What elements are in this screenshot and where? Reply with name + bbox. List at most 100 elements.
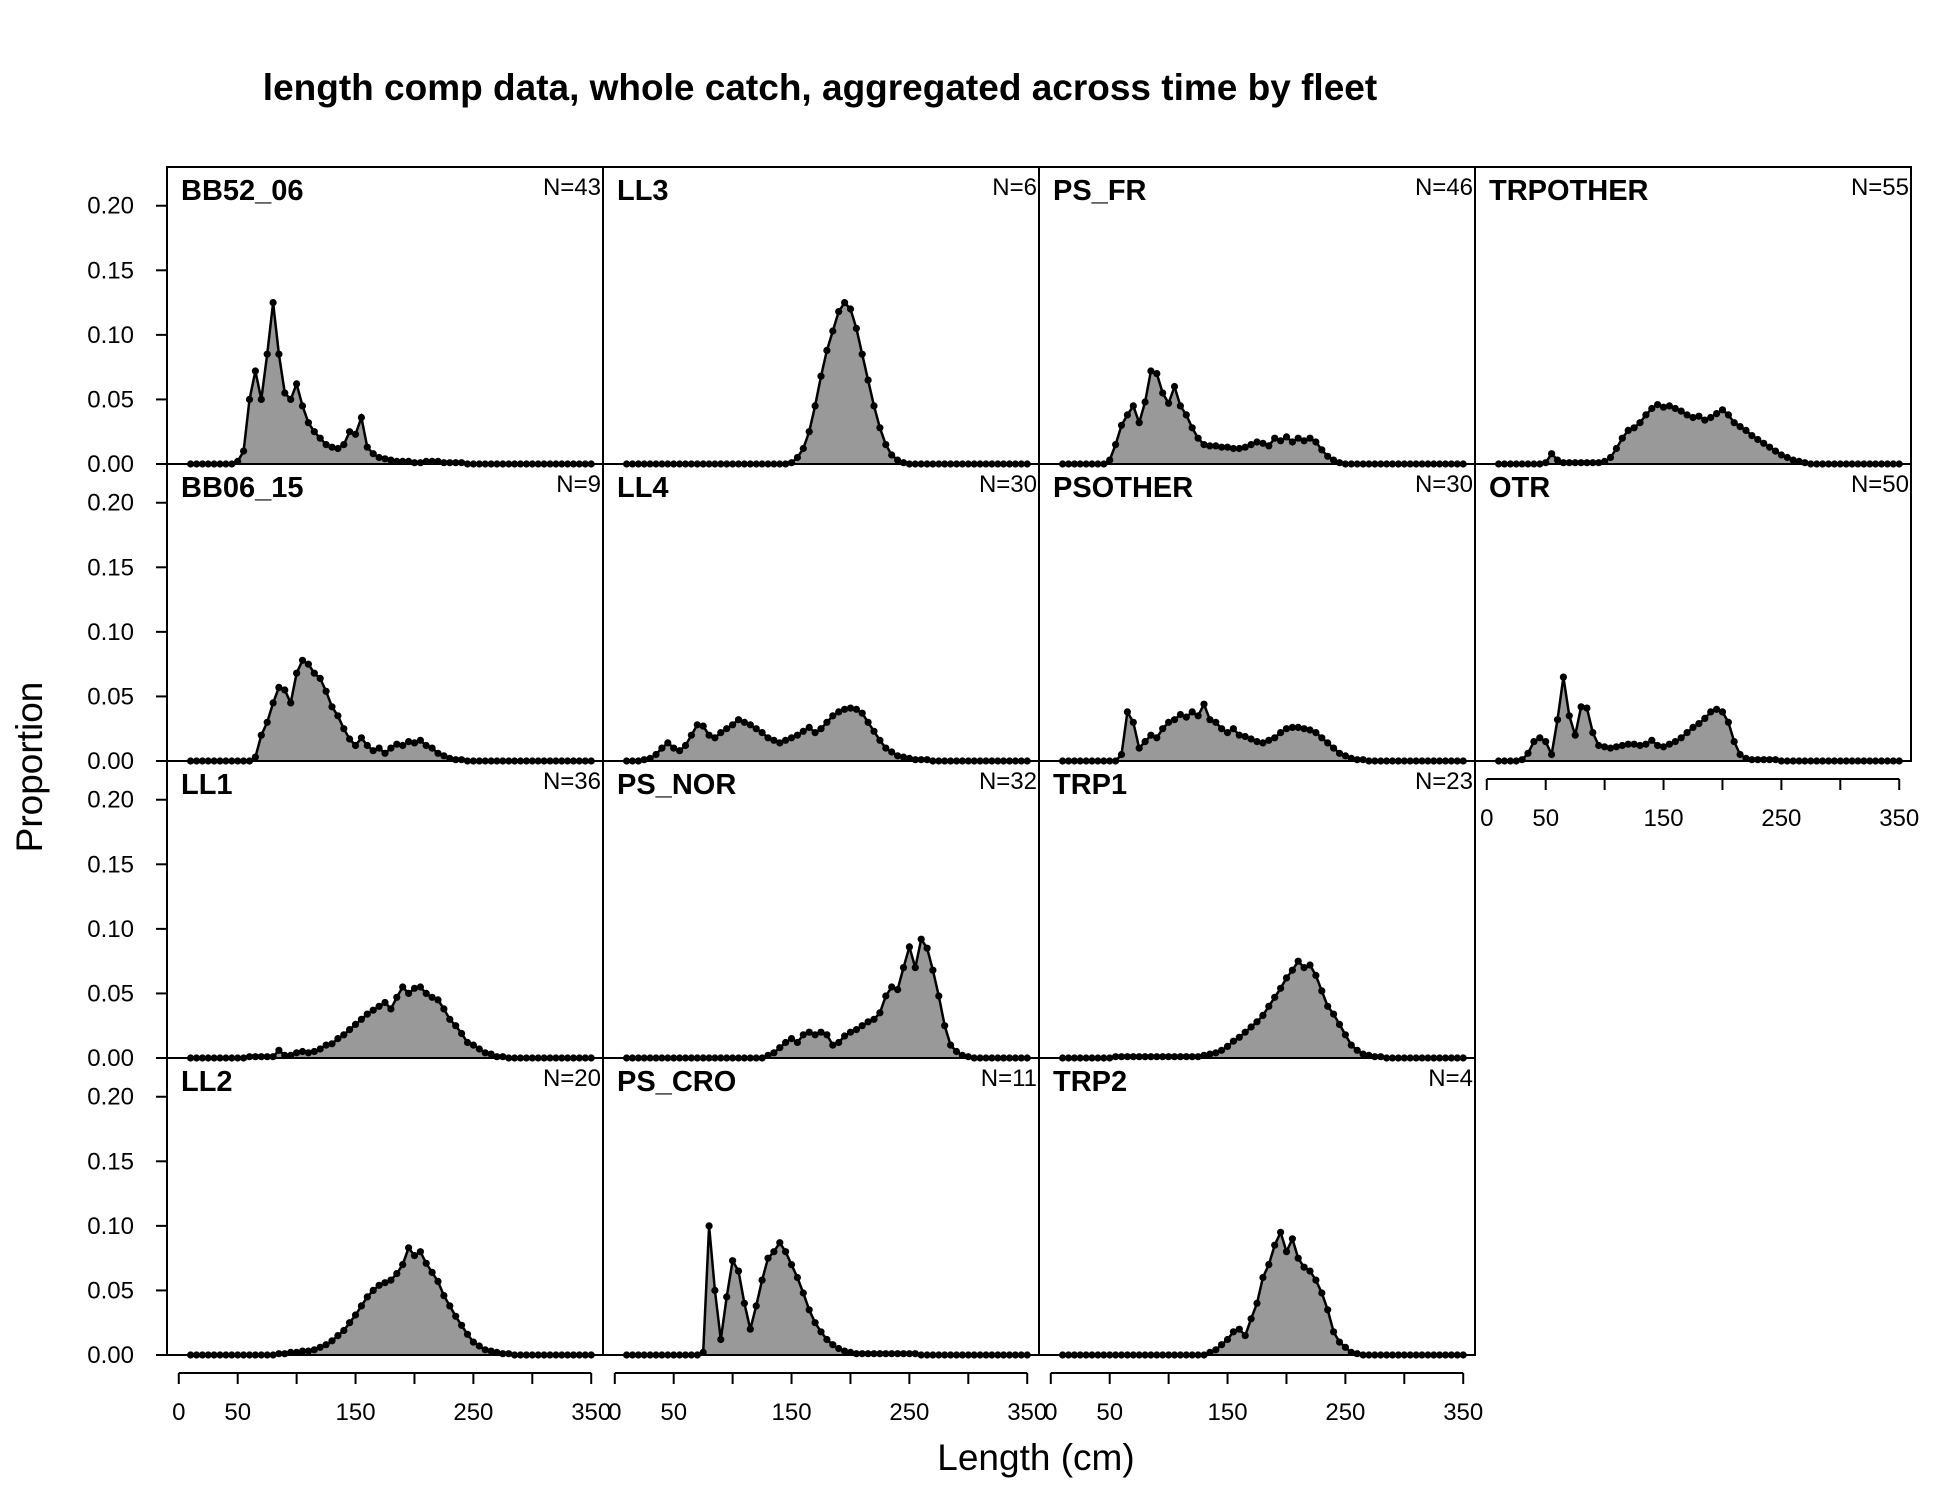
data-point [381, 1279, 389, 1287]
panel-trpother: TRPOTHER N=55 [1474, 166, 1912, 468]
y-tick-label: 0.05 [87, 980, 134, 1007]
data-point [1736, 750, 1744, 759]
data-point [899, 964, 908, 972]
x-tick-label: 0 [1480, 805, 1493, 832]
data-point [1318, 1289, 1326, 1297]
data-point [1335, 1020, 1344, 1028]
data-point [351, 741, 360, 750]
data-point [817, 1328, 825, 1336]
data-point [1665, 740, 1673, 748]
data-point [911, 964, 919, 972]
data-point [1277, 437, 1285, 445]
data-point [1642, 740, 1650, 748]
data-point [1559, 673, 1567, 681]
data-point [670, 744, 678, 752]
x-tick-label: 150 [772, 1399, 812, 1426]
y-tick-label: 0.00 [87, 748, 134, 775]
y-tick-label: 0.15 [87, 1148, 134, 1175]
data-point [1106, 456, 1114, 464]
data-point [1595, 741, 1603, 750]
series-area [190, 302, 592, 464]
panel-n-label: N=4 [1428, 1065, 1473, 1092]
data-point [1123, 411, 1131, 419]
data-point [734, 1267, 743, 1275]
data-point [1707, 413, 1715, 422]
data-point [841, 299, 849, 307]
data-point [729, 721, 737, 729]
data-point [1648, 404, 1656, 413]
panel-n-label: N=46 [1415, 174, 1473, 201]
data-point [1229, 444, 1237, 453]
panel-n-label: N=20 [543, 1065, 601, 1092]
data-point [1777, 451, 1785, 459]
data-point [1188, 424, 1196, 432]
data-point [864, 718, 872, 726]
data-point [293, 669, 301, 677]
data-point [1159, 389, 1167, 397]
data-point [251, 753, 259, 761]
data-point [829, 712, 837, 720]
data-point [1153, 370, 1161, 378]
data-point [758, 1276, 766, 1284]
panel-label: LL3 [617, 175, 669, 207]
data-point [251, 367, 259, 375]
data-point [475, 1342, 483, 1350]
data-point [676, 747, 684, 755]
x-tick-label: 0 [1044, 1399, 1057, 1426]
data-point [304, 1049, 312, 1057]
data-point [1265, 1002, 1273, 1010]
data-point [799, 1031, 807, 1039]
data-point [351, 430, 360, 438]
data-point [1306, 961, 1314, 969]
data-point [805, 1306, 813, 1314]
data-point [1200, 441, 1208, 449]
data-point [746, 1325, 754, 1333]
series-area [190, 987, 592, 1058]
data-point [1318, 987, 1326, 995]
data-point [805, 1028, 813, 1036]
data-point [1288, 1235, 1296, 1243]
data-point [1212, 442, 1220, 450]
data-point [381, 998, 389, 1007]
data-point [787, 1035, 796, 1043]
panel-label: PS_CRO [617, 1066, 736, 1098]
data-point [1760, 439, 1768, 447]
data-point [846, 1028, 855, 1036]
x-tick-label: 250 [453, 1399, 493, 1426]
data-point [770, 1248, 778, 1256]
data-point [929, 966, 937, 974]
data-point [1117, 421, 1126, 429]
series-area [626, 708, 1028, 761]
data-point [316, 434, 324, 442]
data-point [1241, 443, 1249, 451]
data-point [1223, 1042, 1232, 1050]
data-point [440, 1005, 448, 1013]
panel-n-label: N=36 [543, 768, 601, 795]
panel-label: TRP1 [1053, 769, 1127, 801]
data-point [375, 453, 383, 462]
data-point [1271, 734, 1279, 742]
data-point [817, 372, 825, 380]
data-point [487, 1050, 495, 1058]
panel-n-label: N=50 [1851, 471, 1909, 498]
data-point [1141, 738, 1149, 746]
data-point [770, 736, 778, 744]
data-point [298, 1347, 307, 1355]
data-point [1294, 434, 1302, 442]
data-point [328, 443, 336, 451]
data-point [1589, 729, 1597, 737]
data-point [1288, 438, 1296, 446]
data-point [1170, 382, 1179, 391]
data-point [1654, 741, 1662, 750]
panel-frame [1474, 463, 1912, 762]
chart-title: length comp data, whole catch, aggregate… [263, 67, 1377, 108]
data-point [776, 739, 784, 747]
data-point [1548, 750, 1556, 759]
data-point [888, 983, 896, 991]
data-point [882, 744, 890, 752]
data-point [381, 455, 389, 463]
x-tick-label: 50 [1532, 805, 1559, 832]
data-point [369, 450, 377, 458]
data-point [487, 1347, 495, 1355]
panel-frame [602, 463, 1040, 762]
